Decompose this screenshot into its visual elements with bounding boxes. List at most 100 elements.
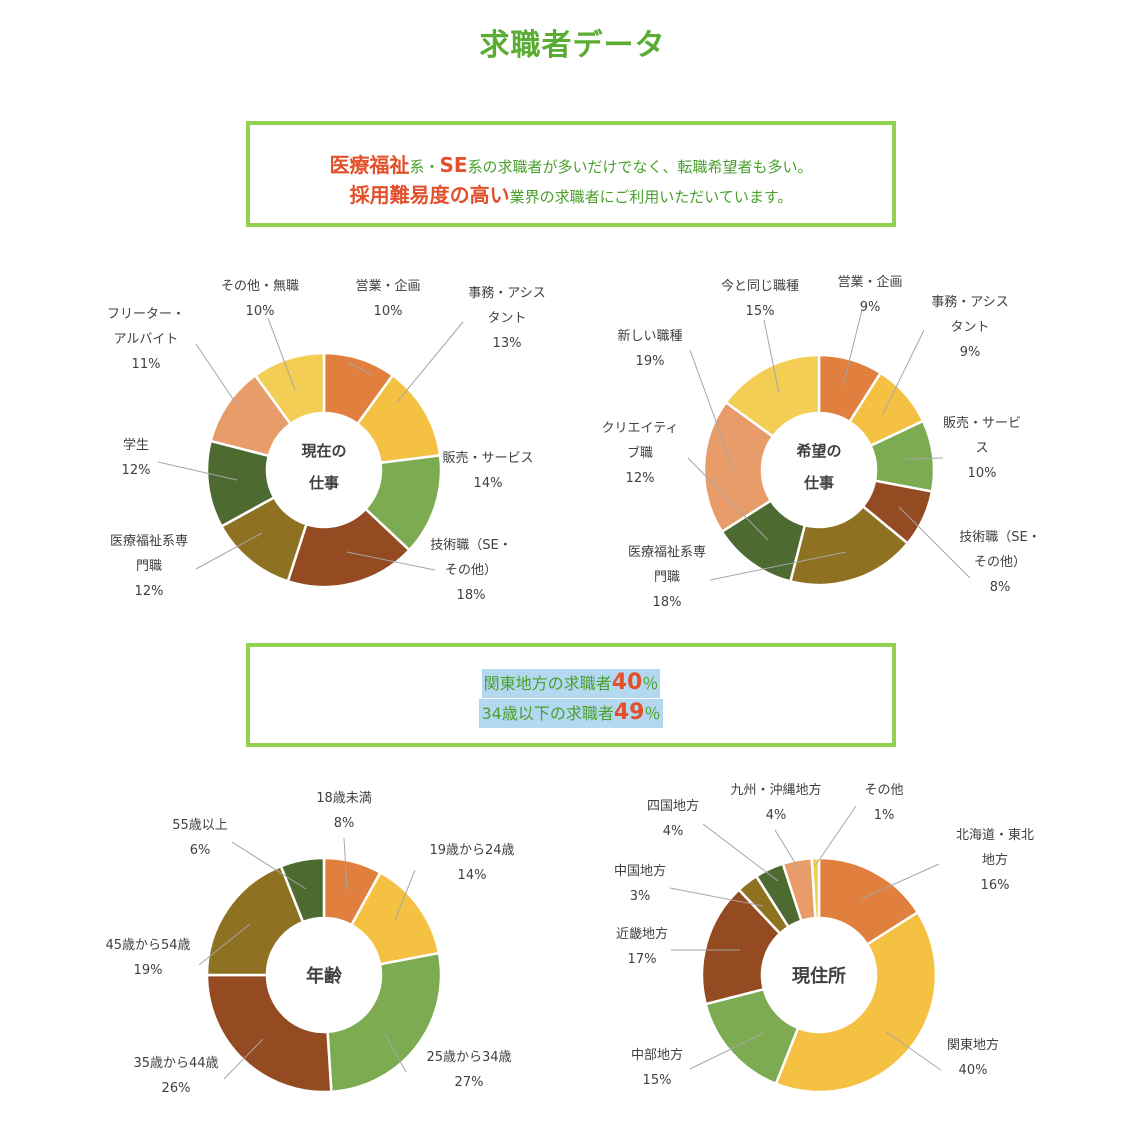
donut-2-leader-7 — [689, 349, 734, 469]
donut-2-label-2-2: タント — [950, 320, 989, 335]
donut-2-pct-4: 8% — [990, 580, 1011, 595]
donut-4-label-2-1: 関東地方 — [947, 1037, 999, 1053]
donut-4-pct-2: 40% — [959, 1063, 988, 1078]
donut-3-slice-6 — [279, 856, 326, 924]
donut-1-leader-1 — [347, 361, 373, 376]
donut-2-label-5-1: 医療福祉系専 — [628, 545, 706, 560]
donut-4-label-8-1: その他 — [864, 783, 903, 798]
donut-1-pct-2: 13% — [493, 336, 522, 351]
callout-line-2: 採用難易度の高い業界の求職者にご利用いただいています。 — [250, 179, 892, 208]
donut-1-pct-5: 12% — [135, 584, 164, 599]
donut-1-leader-4 — [346, 551, 436, 571]
donut-1-leader-6 — [157, 461, 238, 481]
page-title: 求職者データ — [479, 28, 666, 63]
donut-1-label-5-1: 医療福祉系専 — [110, 534, 188, 549]
donut-3-leader-5 — [198, 923, 251, 966]
donut-3-label-6-1: 55歳以上 — [172, 818, 228, 833]
donut-4-pct-1: 16% — [981, 878, 1010, 893]
donut-1-label-1-1: 営業・企画 — [355, 278, 420, 294]
donut-1-leader-8 — [267, 317, 296, 391]
donut-4-label-5-1: 中国地方 — [614, 863, 666, 879]
callout-stat-age: 34歳以下の求職者49％ — [250, 699, 892, 728]
donut-1-pct-6: 12% — [122, 463, 151, 478]
donut-1-pct-7: 11% — [132, 357, 161, 372]
donut-2-label-6-1: クリエイティ — [602, 421, 679, 436]
stat-age-unit: ％ — [644, 704, 661, 723]
donut-3-label-1-1: 18歳未満 — [316, 791, 372, 806]
donut-3-label-4-1: 35歳から44歳 — [133, 1056, 218, 1071]
donut-2-label-6-2: ブ職 — [627, 445, 653, 461]
donut-3-leader-1 — [343, 837, 348, 891]
donut-4-leader-7 — [774, 829, 798, 867]
donut-3-leader-3 — [384, 1033, 407, 1073]
donut-4-leader-5 — [669, 887, 764, 907]
donut-1-label-8-1: その他・無職 — [221, 279, 299, 294]
donut-2-center-label-2: 仕事 — [803, 474, 834, 492]
donut-1-pct-8: 10% — [246, 304, 275, 319]
donut-3-leader-2 — [394, 869, 416, 921]
donut-3-pct-5: 19% — [134, 963, 163, 978]
donut-4-label-4-1: 近畿地方 — [616, 926, 668, 942]
donut-4-slice-2 — [774, 910, 938, 1094]
donut-2-label-3-1: 販売・サービ — [943, 415, 1021, 431]
donut-1-label-6-1: 学生 — [123, 437, 149, 453]
donut-3-pct-1: 8% — [334, 816, 355, 831]
donut-3-label-2-1: 19歳から24歳 — [429, 843, 514, 858]
donut-3-leader-6 — [231, 841, 307, 890]
summary-callout-stats: 関東地方の求職者40％ 34歳以下の求職者49％ — [246, 643, 896, 747]
donut-1-pct-1: 10% — [374, 304, 403, 319]
donut-4-pct-6: 4% — [663, 824, 684, 839]
summary-callout-industries: 医療福祉系・SE系の求職者が多いだけでなく、転職希望者も多い。 採用難易度の高い… — [246, 121, 896, 227]
donut-2-label-5-2: 門職 — [654, 570, 680, 585]
donut-3-slice-3 — [326, 951, 443, 1094]
donut-3-label-3-1: 25歳から34歳 — [426, 1050, 511, 1065]
donut-2-leader-4 — [898, 506, 971, 579]
donut-chart-1: 営業・企画10%事務・アシスタント13%販売・サービス14%技術職（SE・その他… — [107, 278, 546, 603]
donut-2-label-1-1: 営業・企画 — [837, 274, 902, 290]
donut-1-center-label-2: 仕事 — [308, 474, 339, 492]
callout-text-b-0: 採用難易度の高い — [349, 183, 510, 207]
donut-1-leader-7 — [195, 343, 238, 406]
donut-2-pct-8: 15% — [746, 304, 775, 319]
donut-2-pct-2: 9% — [960, 345, 981, 360]
donut-3-slice-5 — [205, 864, 305, 977]
donut-3-slice-4 — [205, 973, 333, 1094]
donut-3-pct-2: 14% — [458, 868, 487, 883]
donut-1-center-label-1: 現在の — [301, 442, 346, 460]
donut-2-leader-1 — [842, 309, 863, 387]
donut-4-pct-4: 17% — [628, 952, 657, 967]
donut-4-pct-8: 1% — [874, 808, 895, 823]
donut-4-leader-8 — [814, 805, 857, 867]
donut-2-center-label-1: 希望の — [796, 442, 841, 460]
donut-4-label-1-1: 北海道・東北 — [956, 827, 1034, 843]
donut-4-leader-2 — [885, 1031, 942, 1071]
donut-3-label-5-1: 45歳から54歳 — [105, 938, 190, 953]
donut-1-label-3-1: 販売・サービス — [442, 450, 533, 466]
donut-4-leader-6 — [702, 823, 779, 882]
donut-1-label-4-1: 技術職（SE・ — [430, 538, 511, 553]
donut-1-label-2-2: タント — [487, 311, 526, 326]
donut-2-label-8-1: 今と同じ職種 — [721, 278, 799, 294]
donut-1-pct-3: 14% — [474, 476, 503, 491]
donut-3-center-label-1: 年齢 — [306, 965, 343, 987]
donut-3-pct-3: 27% — [455, 1075, 484, 1090]
donut-4-leader-3 — [689, 1032, 765, 1070]
stat-age-label: 34歳以下の求職者 — [481, 704, 614, 723]
donut-2-pct-5: 18% — [653, 595, 682, 610]
donut-1-label-5-2: 門職 — [136, 559, 162, 574]
donut-1-pct-4: 18% — [457, 588, 486, 603]
donut-2-leader-8 — [763, 319, 780, 394]
donut-1-slice-8 — [253, 351, 326, 426]
donut-1-label-7-1: フリーター・ — [107, 307, 185, 322]
donut-4-label-3-1: 中部地方 — [631, 1047, 683, 1063]
donut-1-label-4-2: その他） — [445, 563, 497, 578]
donut-4-pct-3: 15% — [643, 1073, 672, 1088]
donut-2-pct-3: 10% — [968, 466, 997, 481]
donut-3-pct-6: 6% — [190, 843, 211, 858]
donut-4-pct-7: 4% — [766, 808, 787, 823]
donut-2-label-2-1: 事務・アシス — [931, 295, 1008, 310]
callout-line-1: 医療福祉系・SE系の求職者が多いだけでなく、転職希望者も多い。 — [250, 149, 892, 178]
callout-text-a-2: SE — [439, 153, 468, 177]
